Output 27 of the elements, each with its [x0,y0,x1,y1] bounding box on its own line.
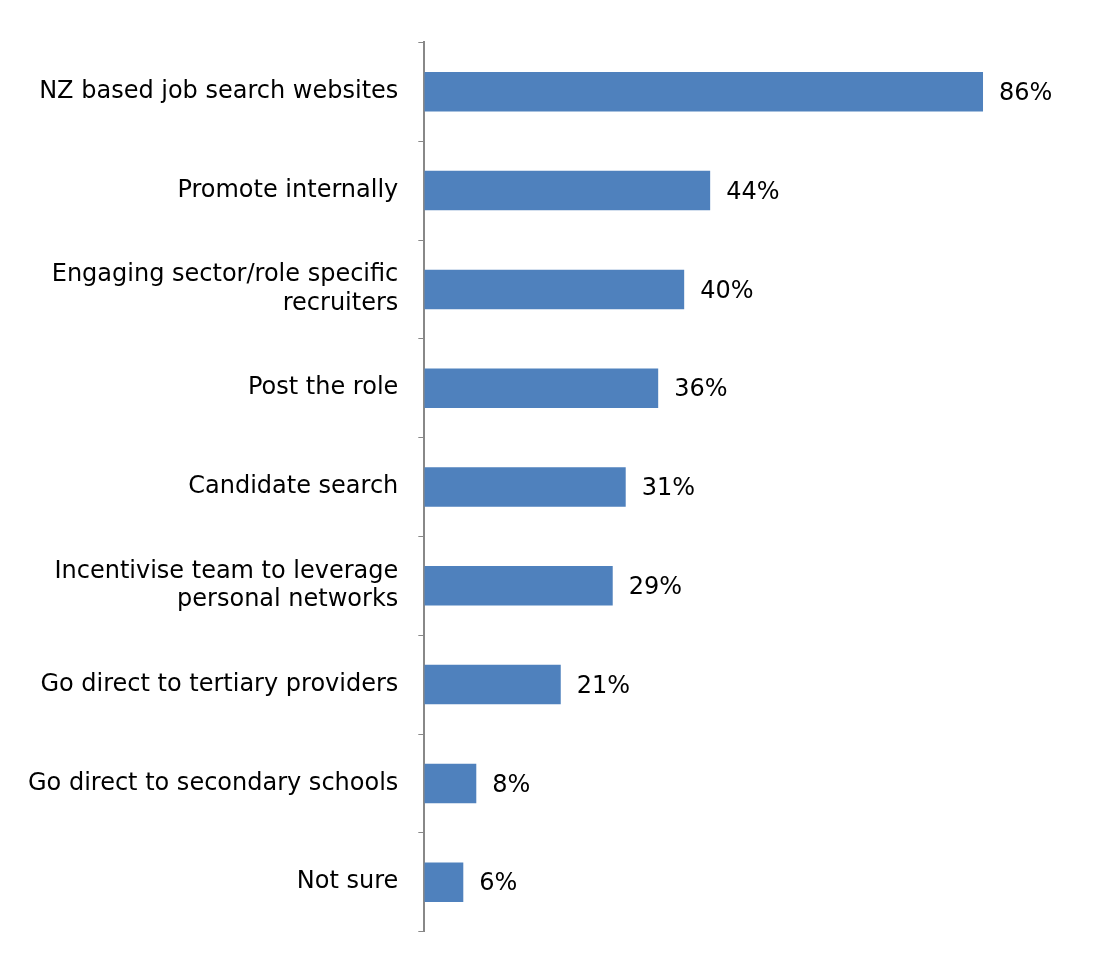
bar [424,664,561,705]
data-label: 29% [628,572,683,601]
y-tick-label: Incentivise team to leverage personal networks [54,555,399,613]
bar [424,467,626,507]
bar [424,170,711,211]
bar [424,862,464,902]
data-label: 6% [479,868,518,897]
bar [424,368,659,408]
data-label: 36% [674,374,728,403]
y-tick-label: Promote internally [177,174,399,203]
bar [424,763,477,804]
y-tick-label: Candidate search [188,471,399,500]
y-tick-label: Go direct to secondary schools [28,767,399,796]
data-label: 31% [641,473,696,502]
data-label: 86% [999,78,1053,107]
y-tick-label: Engaging sector/role specific recruiters [51,259,399,317]
data-label: 40% [700,275,754,304]
data-label: 21% [576,670,631,699]
y-tick-label: Go direct to tertiary providers [40,668,399,697]
bar [424,269,685,310]
y-tick-label: Not sure [296,866,399,895]
bar [424,566,613,606]
bar [424,72,984,112]
y-tick-label: NZ based job search websites [39,76,399,105]
data-label: 8% [492,769,531,798]
data-label: 44% [726,176,780,205]
y-tick-label: Post the role [248,372,399,401]
